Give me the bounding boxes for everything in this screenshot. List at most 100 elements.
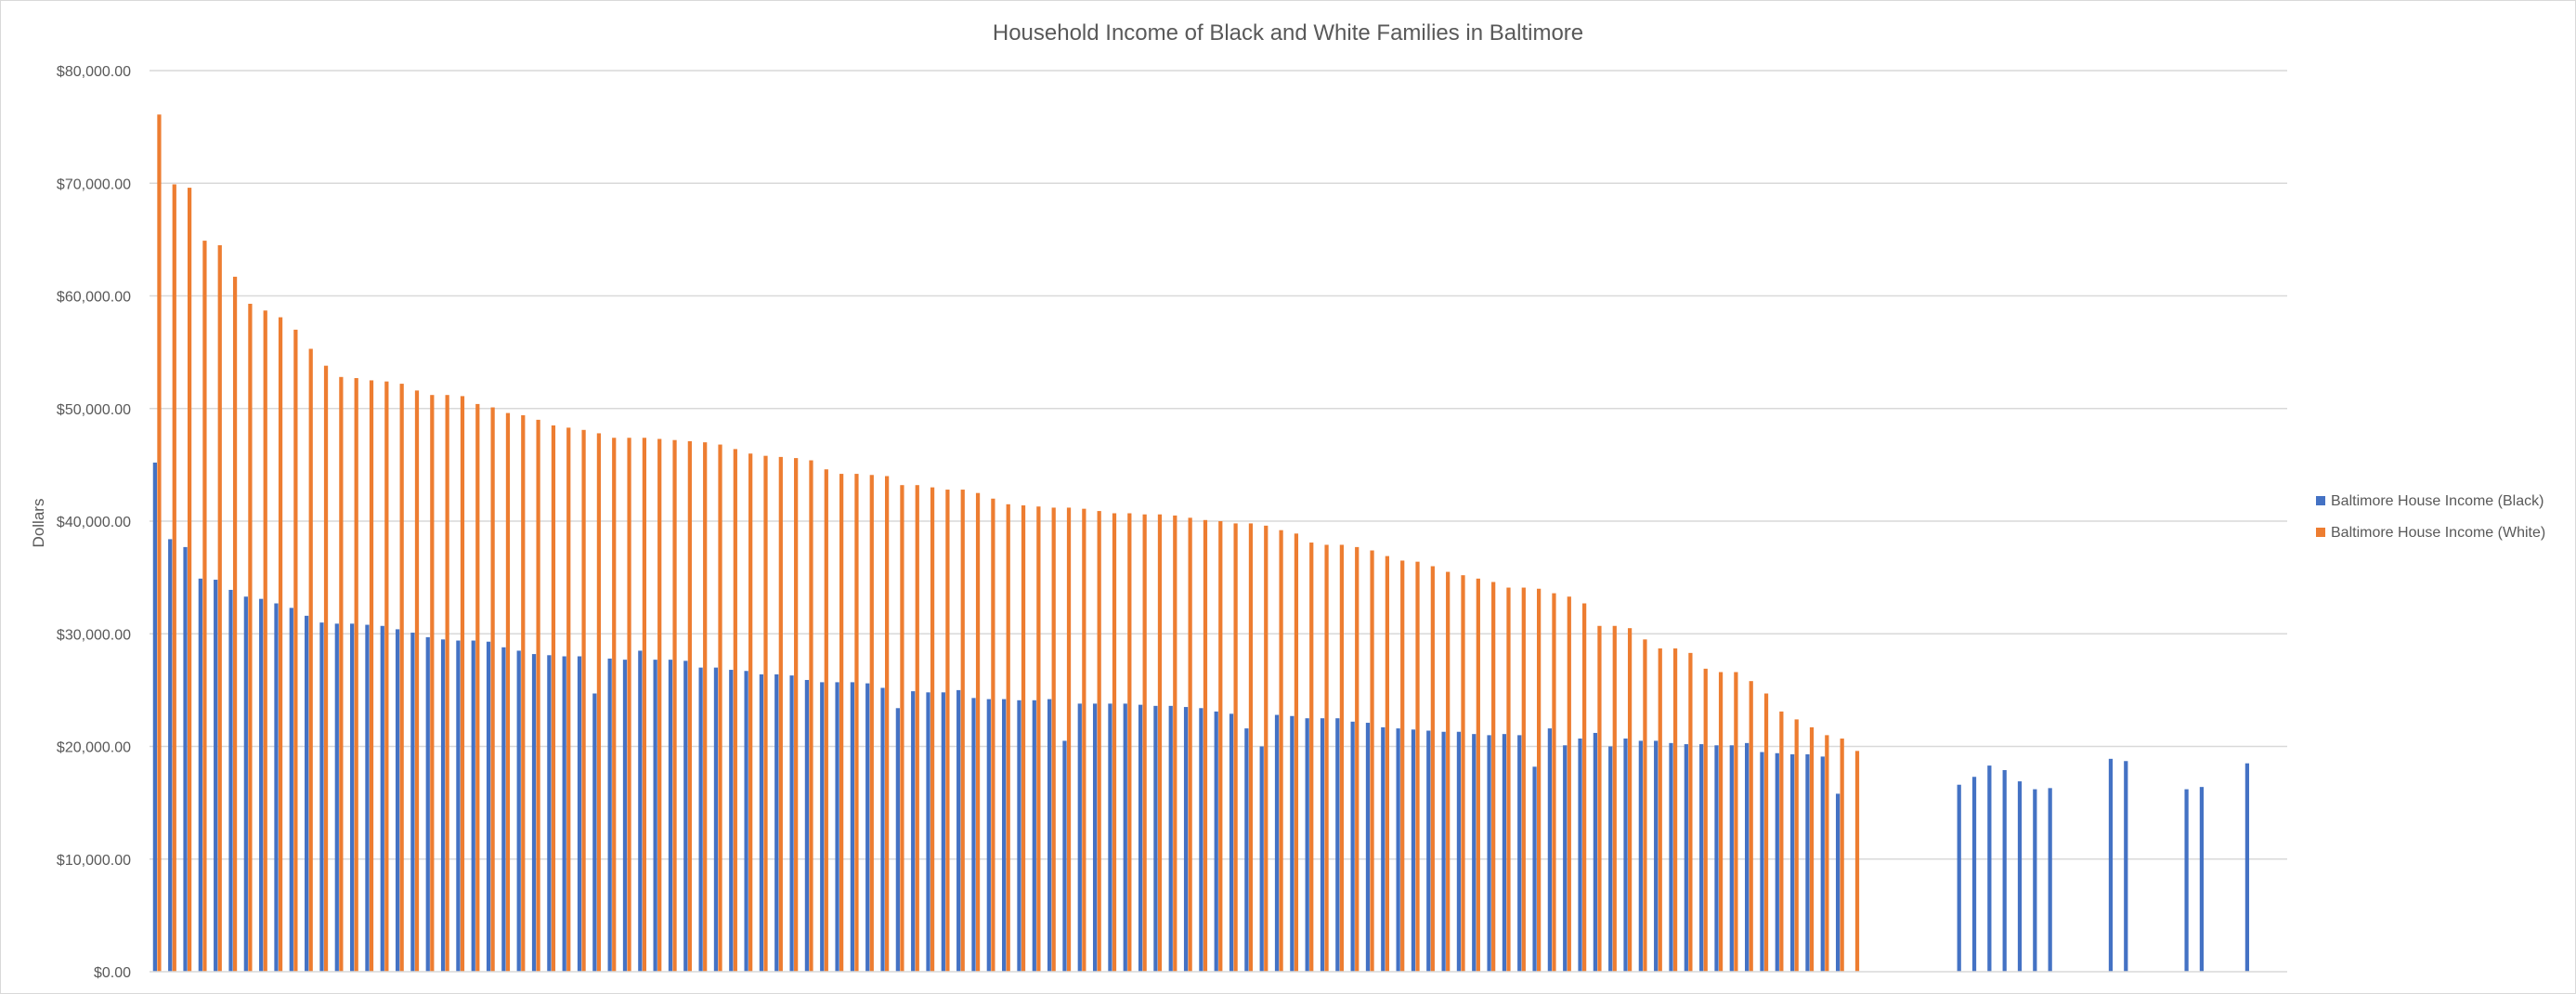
bar-black-income [789, 675, 794, 972]
bar-black-income [1456, 731, 1462, 972]
bar-black-income [1684, 744, 1688, 972]
bar-white-income [612, 438, 617, 972]
bar-black-income [440, 639, 446, 972]
y-tick-label: $80,000.00 [57, 64, 131, 80]
bar-black-income [2048, 788, 2052, 972]
bar-black-income [1517, 735, 1522, 973]
bar-white-income [1248, 523, 1254, 972]
bar-black-income [774, 674, 779, 972]
bar-white-income [202, 241, 207, 973]
bar-white-income [430, 395, 435, 972]
bar-black-income [1017, 700, 1021, 972]
bar-black-income [683, 660, 688, 972]
bar-white-income [1233, 523, 1238, 972]
bar-white-income [505, 412, 511, 973]
bar-white-income [915, 485, 919, 972]
bar-black-income [1699, 744, 1704, 972]
bar-white-income [718, 444, 722, 972]
bar-black-income [274, 603, 279, 972]
bar-white-income [1142, 514, 1147, 972]
bar-white-income [1051, 507, 1056, 972]
bar-white-income [1763, 693, 1769, 972]
bar-black-income [1092, 703, 1098, 972]
bar-black-income [1411, 729, 1416, 972]
bar-black-income [1547, 728, 1553, 972]
bar-white-income [581, 429, 586, 972]
y-tick-label: $70,000.00 [57, 177, 131, 192]
bar-white-income [794, 458, 799, 973]
bar-white-income [1203, 519, 1208, 972]
bar-white-income [1581, 603, 1587, 972]
bar-black-income [1502, 734, 1507, 972]
bar-black-income [1259, 746, 1264, 972]
bar-black-income [1047, 699, 1052, 972]
bar-black-income [1002, 699, 1007, 972]
y-tick-label: $50,000.00 [57, 402, 131, 418]
bar-black-income [956, 689, 961, 973]
bar-black-income [380, 625, 384, 972]
bar-white-income [945, 490, 950, 972]
bar-white-income [884, 476, 890, 972]
bar-black-income [305, 615, 309, 972]
bar-white-income [1082, 508, 1086, 972]
bar-white-income [1840, 739, 1844, 972]
bar-white-income [839, 474, 844, 973]
bar-black-income [562, 656, 566, 972]
bar-white-income [217, 244, 222, 972]
bar-black-income [152, 462, 157, 972]
bar-white-income [566, 427, 571, 972]
bar-white-income [1643, 639, 1647, 972]
bar-white-income [763, 455, 768, 972]
bar-black-income [547, 655, 552, 972]
bar-black-income [1472, 734, 1477, 972]
bar-black-income [577, 656, 582, 972]
bar-black-income [1775, 752, 1779, 972]
bar-black-income [1077, 703, 1082, 972]
bar-black-income [1608, 746, 1613, 972]
bar-black-income [1062, 740, 1067, 972]
bar-white-income [596, 433, 602, 972]
bar-black-income [486, 641, 491, 972]
bar-black-income [880, 687, 885, 972]
bar-white-income [1718, 672, 1724, 972]
bar-black-income [1229, 713, 1234, 972]
bar-white-income [1036, 506, 1041, 972]
bar-white-income [445, 395, 449, 972]
bar-black-income [1168, 705, 1173, 972]
bar-white-income [1127, 513, 1132, 972]
bar-white-income [824, 469, 828, 973]
bar-black-income [198, 578, 202, 972]
bar-white-income [1672, 648, 1678, 972]
bar-black-income [531, 654, 537, 972]
bar-white-income [1476, 578, 1480, 972]
bar-black-income [289, 608, 293, 972]
bar-black-income [243, 596, 248, 972]
bar-black-income [1214, 711, 1218, 972]
bar-black-income [895, 708, 900, 972]
bar-black-income [214, 580, 218, 972]
bar-white-income [323, 365, 329, 972]
bar-black-income [2124, 761, 2128, 972]
bar-white-income [1552, 593, 1556, 972]
bar-black-income [1365, 723, 1371, 972]
bar-black-income [592, 693, 597, 972]
bar-black-income [1957, 784, 1961, 972]
bar-white-income [1157, 514, 1163, 972]
bar-black-income [1714, 745, 1719, 972]
bar-black-income [2002, 769, 2007, 972]
bar-black-income [668, 660, 673, 972]
bar-white-income [521, 415, 526, 972]
y-tick-label: $20,000.00 [57, 740, 131, 756]
bar-white-income [778, 456, 783, 972]
bar-white-income [1400, 560, 1405, 972]
bar-white-income [1173, 515, 1177, 972]
bar-black-income [729, 670, 734, 972]
legend-swatch [2316, 528, 2325, 537]
bar-white-income [551, 425, 556, 972]
bar-black-income [1654, 740, 1659, 972]
bar-white-income [1370, 550, 1374, 972]
bar-black-income [1532, 766, 1537, 972]
bar-black-income [1835, 793, 1841, 972]
bar-black-income [941, 692, 945, 972]
bar-black-income [1729, 745, 1734, 972]
